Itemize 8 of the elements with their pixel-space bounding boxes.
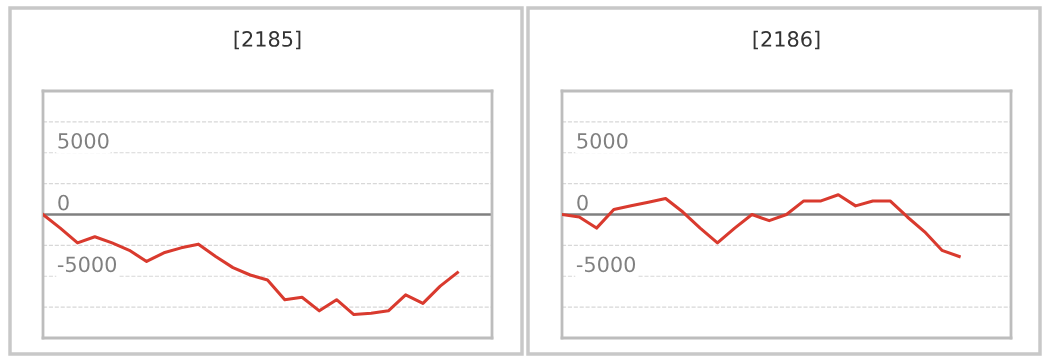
y-tick-label: -5000	[57, 256, 117, 273]
y-tick-label: 5000	[577, 132, 628, 149]
y-tick-label: 5000	[58, 132, 109, 149]
chart-title: [2186]	[753, 30, 820, 50]
y-tick-label: -5000	[576, 256, 636, 273]
chart-title: [2185]	[234, 30, 301, 50]
y-tick-label: 0	[58, 194, 69, 211]
y-tick-label: 0	[577, 194, 588, 211]
